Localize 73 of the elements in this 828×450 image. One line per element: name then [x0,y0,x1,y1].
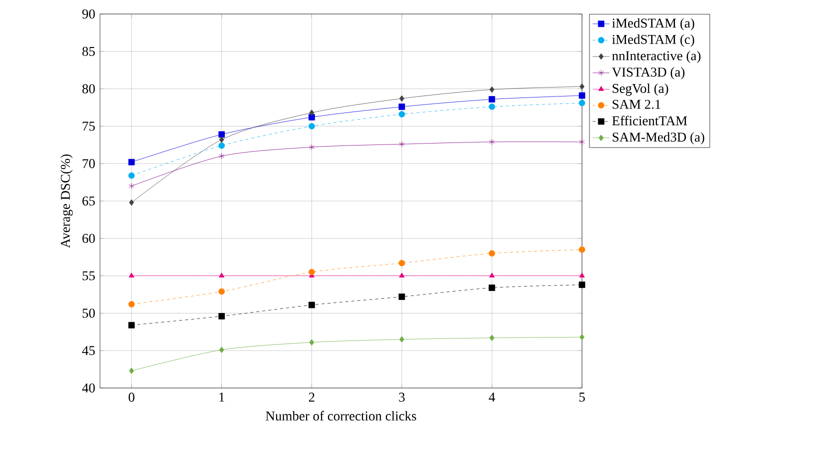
point [489,272,495,278]
point [308,302,315,308]
point [399,336,404,343]
legend-label: nnInteractive (a) [612,50,700,64]
point [128,301,135,308]
point [580,334,584,340]
point [129,368,134,374]
point [488,96,496,102]
y-tick-label: 40 [82,383,95,393]
y-tick-label: 60 [82,234,95,243]
legend-label: SAM-Med3D (a) [612,132,704,144]
point [398,104,406,110]
point [218,142,225,149]
point [488,104,496,110]
point [219,136,224,143]
point [218,152,224,160]
x-tick-label: 0 [128,392,134,402]
point [218,288,225,295]
point [489,138,495,146]
point [398,260,406,266]
point [488,250,496,257]
point [128,272,134,278]
point [309,339,314,346]
x-tick-label: 1 [219,392,224,402]
point [399,272,405,278]
y-tick-label: 70 [82,159,95,168]
y-tick-label: 55 [82,271,95,280]
point [399,95,404,102]
legend-label: SegVol (a) [612,84,668,96]
point [578,282,586,288]
y-tick-label: 45 [82,346,95,356]
x-tick-label: 2 [308,392,314,402]
point [308,144,315,150]
point [580,83,584,90]
point [579,138,585,146]
point [578,92,586,99]
legend-label: VISTA3D (a) [612,67,684,80]
point [128,172,135,179]
x-tick-label: 3 [399,392,405,402]
y-tick-label: 85 [82,46,95,56]
point [309,110,314,116]
point [399,140,405,148]
point [218,313,225,320]
y-tick-label: 75 [82,122,95,131]
x-tick-label: 5 [579,392,585,402]
point [398,294,406,300]
point [488,284,496,291]
point [218,131,225,138]
point [579,272,585,278]
y-tick-label: 90 [82,9,95,19]
point [578,246,586,253]
point [398,111,406,118]
point [128,182,134,190]
legend-label: EfficientTAM [612,116,688,126]
point [128,158,135,166]
point [128,322,135,328]
y-tick-label: 50 [82,308,95,318]
point [308,123,315,130]
x-tick-label: 4 [488,392,496,402]
y-tick-label: 65 [82,196,95,206]
point [578,100,586,106]
point [129,199,134,206]
legend-label: iMedSTAM (c) [612,34,694,47]
legend-label: iMedSTAM (a) [612,18,694,30]
legend-label: SAM 2.1 [612,100,660,109]
y-axis-title: Average DSC(%) [60,154,73,248]
point [219,346,224,354]
point [218,272,224,278]
x-axis-title: Number of correction clicks [266,410,416,421]
point [308,268,315,276]
point [489,334,494,342]
y-tick-label: 80 [82,84,95,94]
point [489,86,494,93]
